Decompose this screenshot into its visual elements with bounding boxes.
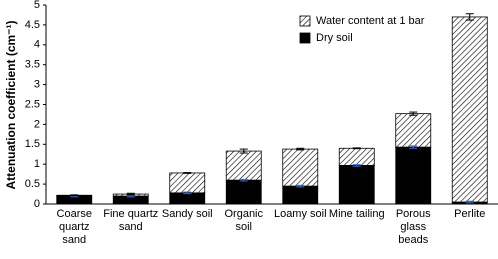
x-tick-label-box: Organic soil xyxy=(216,208,273,254)
legend-label: Dry soil xyxy=(316,32,353,44)
x-tick-label: Coarse quartz sand xyxy=(46,208,103,247)
y-tick-label: 0 xyxy=(34,198,40,210)
bar-segment xyxy=(226,180,261,204)
x-tick-label: Fine quartz sand xyxy=(103,208,160,234)
bar-segment xyxy=(339,148,374,165)
bar-segment xyxy=(226,151,261,180)
legend-swatch xyxy=(300,16,310,26)
bar-segment xyxy=(452,17,487,202)
y-tick-label: 0.5 xyxy=(25,178,40,190)
bar-segment xyxy=(396,114,431,147)
y-tick-label: 4.5 xyxy=(25,19,40,31)
x-tick-label: Mine tailing xyxy=(329,208,386,221)
x-tick-label-box: Mine tailing xyxy=(329,208,386,254)
x-tick-label-box: Coarse quartz sand xyxy=(46,208,103,254)
x-tick-label-box: Loamy soil xyxy=(272,208,329,254)
bar-segment xyxy=(339,165,374,204)
bar-segment xyxy=(283,149,318,186)
error-bar xyxy=(183,173,191,174)
x-tick-label: Perlite xyxy=(442,208,498,221)
x-tick-label: Sandy soil xyxy=(159,208,216,221)
legend-swatch xyxy=(300,33,310,43)
y-tick-label: 1.5 xyxy=(25,138,40,150)
x-tick-label-box: Porous glass beads xyxy=(385,208,442,254)
x-tick-label-box: Perlite xyxy=(442,208,498,254)
x-tick-label: Porous glass beads xyxy=(385,208,442,247)
y-tick-label: 3.5 xyxy=(25,59,40,71)
x-tick-label: Loamy soil xyxy=(272,208,329,221)
x-tick-label: Organic soil xyxy=(216,208,273,234)
y-tick-label: 2 xyxy=(34,118,40,130)
y-tick-label: 4 xyxy=(34,39,40,51)
bar-segment xyxy=(170,173,205,193)
y-tick-label: 2.5 xyxy=(25,98,40,110)
bar-segment xyxy=(170,193,205,204)
legend-label: Water content at 1 bar xyxy=(316,15,425,27)
y-tick-label: 3 xyxy=(34,79,40,91)
bar-segment xyxy=(283,186,318,204)
y-tick-label: 1 xyxy=(34,158,40,170)
error-bar xyxy=(70,195,78,196)
y-tick-label: 5 xyxy=(34,0,40,11)
error-bar xyxy=(353,148,361,149)
x-tick-label-box: Fine quartz sand xyxy=(103,208,160,254)
bar-segment xyxy=(396,147,431,204)
x-tick-label-box: Sandy soil xyxy=(159,208,216,254)
y-axis-label: Attenuation coefficient (cm⁻¹) xyxy=(4,20,18,189)
